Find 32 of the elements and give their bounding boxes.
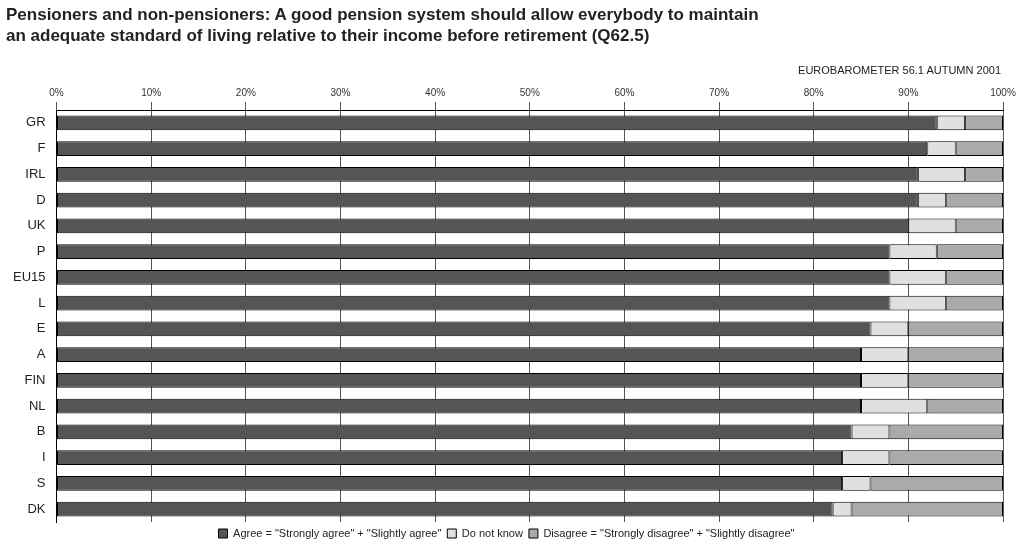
y-tick-label: NL [28, 397, 46, 413]
x-tick-label: 40% [425, 86, 446, 98]
y-tick-label: B [36, 423, 46, 439]
y-tick-label: EU15 [12, 268, 46, 284]
x-tick-label: 10% [141, 86, 162, 98]
legend-label: Do not know [461, 526, 523, 539]
y-tick-label: L [38, 294, 46, 310]
x-tick-label: 90% [898, 86, 919, 98]
x-tick-label: 70% [709, 86, 730, 98]
x-tick-label: 20% [235, 86, 256, 98]
x-tick-label: 50% [519, 86, 540, 98]
y-tick-label: I [41, 449, 46, 465]
y-tick-label: A [36, 346, 46, 362]
x-tick-label: 100% [990, 86, 1016, 98]
legend-label: Disagree = "Strongly disagree" + "Slightly disagree" [543, 526, 795, 539]
chart-title: Pensioners and non-pensioners: A good pension system should allow everybody to maintain an adequate standard of living relative to their income before retirement (Q62.5) [6, 4, 760, 46]
y-tick-label: DK [27, 500, 46, 516]
y-tick-label: D [36, 191, 46, 207]
text: EUROBAROMETER 56.1 AUTUMN 2001 [798, 64, 1001, 76]
y-tick-label: E [36, 320, 46, 336]
y-tick-label: IRL [25, 165, 46, 181]
y-tick-label: UK [27, 217, 46, 233]
x-tick-label: 60% [614, 86, 635, 98]
x-tick-label: 30% [330, 86, 351, 98]
x-tick-label: 0% [49, 86, 64, 98]
y-tick-label: F [37, 140, 46, 156]
y-tick-label: S [36, 474, 46, 490]
x-tick-label: 80% [803, 86, 824, 98]
legend-label: Agree = "Strongly agree" + "Slightly agree" [233, 526, 442, 539]
y-tick-label: GR [26, 114, 46, 130]
y-tick-label: FIN [24, 371, 46, 387]
y-tick-label: P [36, 243, 46, 259]
